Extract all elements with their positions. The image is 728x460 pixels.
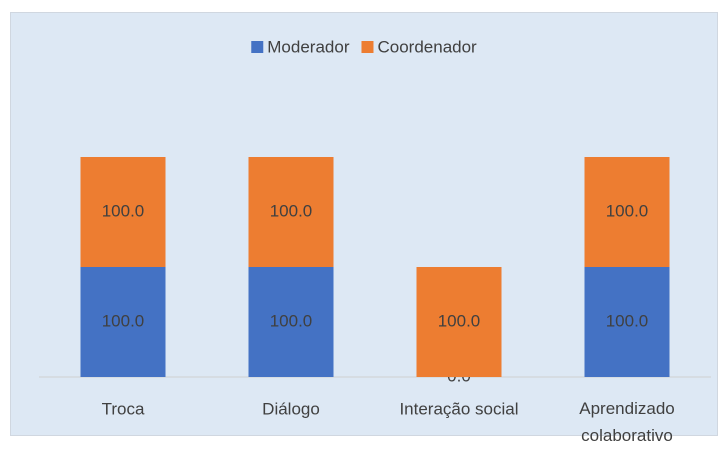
data-label: 100.0 [102,311,145,330]
legend-swatch [361,41,374,53]
bar-segment [80,267,166,377]
x-tick-label: Diálogo [262,399,320,418]
data-label: 100.0 [102,201,145,220]
bar-segment [248,267,334,377]
data-label: 100.0 [270,201,313,220]
bar-segment [584,267,670,377]
x-tick-label: Troca [102,399,145,418]
x-tick-label: Aprendizado colaborativo [579,399,674,445]
data-label: 100.0 [438,311,481,330]
data-label: 100.0 [606,201,649,220]
data-label: 100.0 [270,311,313,330]
legend-label: Coordenador [377,37,477,56]
legend-swatch [251,41,264,53]
bar-segment [80,157,166,267]
bar-segment [584,157,670,267]
bar-segment [248,157,334,267]
data-label: 100.0 [606,311,649,330]
bar-segment [416,267,502,377]
x-tick-label: Interação social [399,399,518,418]
legend-label: Moderador [267,37,350,56]
